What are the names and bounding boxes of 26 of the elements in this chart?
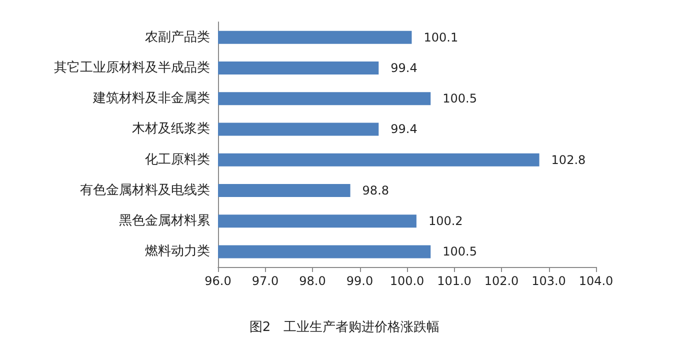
x-tick-label: 102.0 <box>484 274 519 288</box>
x-tick-label: 97.0 <box>252 274 279 288</box>
data-label: 99.4 <box>390 60 418 75</box>
data-label: 100.1 <box>424 30 458 44</box>
x-tick-label: 104.0 <box>578 274 614 288</box>
y-tick-label: 农副产品类 <box>145 30 210 45</box>
data-label: 102.8 <box>551 152 586 167</box>
y-tick-label: 木材及纸浆类 <box>132 122 210 137</box>
data-label: 100.5 <box>442 92 477 106</box>
y-tick-label: 其它工业原材料及半成品类 <box>54 59 210 76</box>
y-tick-label: 燃料动力类 <box>145 244 210 260</box>
x-tick-label: 101.0 <box>437 274 472 288</box>
y-tick-label: 化工原料类 <box>145 152 210 168</box>
x-tick-label: 98.0 <box>299 274 326 288</box>
x-tick-label: 99.0 <box>346 274 374 288</box>
y-tick-label: 黑色金属材料累 <box>119 214 210 229</box>
x-tick-label: 100.0 <box>390 274 424 288</box>
data-label: 99.4 <box>390 122 418 136</box>
x-tick-label: 96.0 <box>204 274 232 288</box>
data-label: 100.2 <box>428 214 463 228</box>
y-tick-label: 有色金属材料及电线类 <box>80 182 210 198</box>
x-tick-label: 103.0 <box>532 274 566 288</box>
data-label: 100.5 <box>442 244 477 259</box>
text: 图2 工业生产者购进价格涨跌幅 <box>249 320 440 335</box>
data-label: 98.8 <box>362 183 390 198</box>
y-tick-label: 建筑材料及非金属类 <box>92 91 210 106</box>
